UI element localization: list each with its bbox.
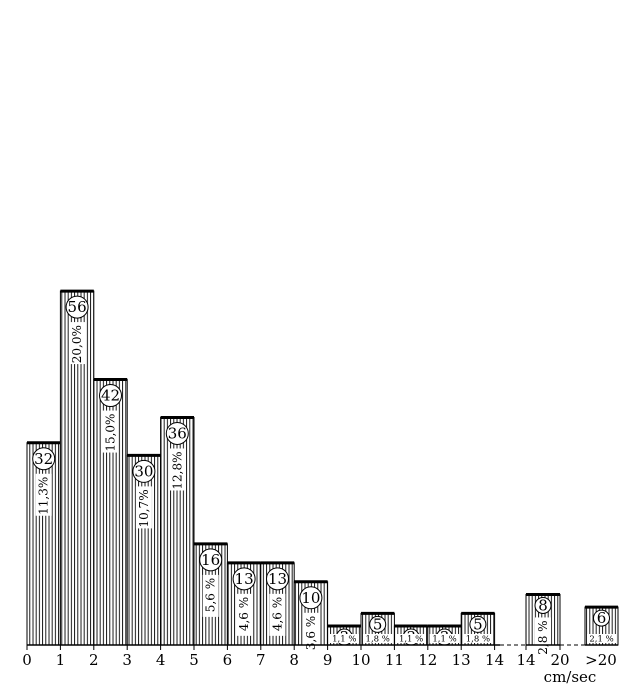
percent-label-bg	[102, 410, 119, 453]
count-label: 5	[473, 615, 483, 633]
x-tick-label: 3	[122, 651, 132, 669]
count-label: 6	[597, 609, 607, 627]
percent-label: 4,6 %	[237, 597, 251, 631]
count-label: 8	[538, 596, 548, 614]
count-label: 13	[268, 570, 287, 588]
percent-label-bg	[329, 634, 359, 643]
x-tick-label: 11	[385, 651, 404, 669]
percent-label-bg	[396, 634, 426, 643]
percent-label: 20,0%	[70, 325, 84, 363]
count-circle	[534, 596, 552, 614]
percent-label-bg	[169, 448, 186, 491]
percent-label-bg	[363, 634, 393, 643]
percent-label-bg	[236, 593, 253, 636]
count-label: 16	[201, 551, 220, 569]
percent-label: 4,6 %	[271, 597, 285, 631]
x-tick-label: 13	[452, 651, 471, 669]
percent-label-bg	[587, 634, 616, 643]
percent-label: 1,1 %	[399, 635, 423, 645]
count-label: 10	[301, 589, 320, 607]
percent-label: 5,6 %	[204, 578, 218, 612]
count-circle	[32, 447, 56, 471]
percent-label: 10,7%	[137, 489, 151, 527]
count-circle	[469, 615, 487, 633]
percent-label: 1,1 %	[332, 635, 356, 645]
x-tick-label: >20	[585, 651, 617, 669]
percent-label: 1,8 %	[366, 635, 390, 645]
histogram-bar	[26, 442, 61, 646]
percent-label: 1,1 %	[432, 635, 456, 645]
count-circle	[132, 459, 156, 483]
percent-label: 3,6 %	[304, 616, 318, 650]
count-circle	[99, 384, 122, 408]
x-tick-label: 9	[323, 651, 333, 669]
count-circle	[165, 421, 189, 445]
count-label: 42	[101, 387, 120, 405]
percent-label-bg	[35, 473, 52, 516]
percent-label-bg	[202, 574, 219, 617]
bars-layer	[26, 289, 619, 646]
percent-label-bg	[463, 634, 493, 643]
x-tick-label: 8	[289, 651, 299, 669]
x-tick-label: 0	[22, 651, 32, 669]
x-tick-label: 20	[550, 651, 569, 669]
histogram-bar	[126, 454, 162, 646]
count-label: 13	[235, 570, 254, 588]
percent-label-bg	[69, 322, 86, 365]
percent-label: 1,8 %	[466, 635, 490, 645]
percent-label-bg	[269, 593, 286, 636]
percent-label-bg	[535, 617, 551, 660]
percent-label-bg	[135, 486, 152, 529]
x-tick-label: 14	[485, 651, 504, 669]
x-axis: 0 1 2 3 4 5 6 7 8 9 10 11 12 13 14 14 20 >20	[22, 644, 618, 669]
percent-label: 11,3%	[37, 477, 51, 515]
percent-label: 15,0%	[104, 414, 118, 452]
percent-label-bg	[429, 634, 460, 643]
count-circle	[266, 567, 289, 591]
count-circle	[369, 615, 387, 633]
x-tick-label: 14	[516, 651, 535, 669]
count-circle	[299, 586, 323, 610]
count-label: 36	[168, 424, 187, 442]
x-tick-label: 12	[418, 651, 437, 669]
x-axis-unit-label: cm/sec	[544, 668, 597, 686]
x-tick-label: 10	[351, 651, 370, 669]
count-circle	[232, 567, 256, 591]
x-tick-label: 4	[156, 651, 166, 669]
percent-label: 12,8%	[170, 451, 184, 489]
count-label: 30	[134, 462, 153, 480]
count-label: 5	[373, 615, 383, 633]
x-tick-label: 2	[89, 651, 99, 669]
bar-labels-layer: 3211,3%5620,0%4215,0%3010,7%3612,8%165,6…	[32, 295, 616, 660]
x-tick-label: 5	[189, 651, 199, 669]
x-tick-label: 1	[56, 651, 66, 669]
x-tick-label: 6	[223, 651, 233, 669]
count-label: 56	[68, 298, 87, 316]
count-circle	[65, 295, 89, 319]
count-circle	[593, 609, 610, 627]
percent-label: 2,8 %	[536, 620, 550, 654]
count-circle	[199, 548, 223, 572]
count-label: 32	[34, 450, 53, 468]
percent-label: 2,1 %	[589, 635, 613, 645]
x-tick-label: 7	[256, 651, 266, 669]
